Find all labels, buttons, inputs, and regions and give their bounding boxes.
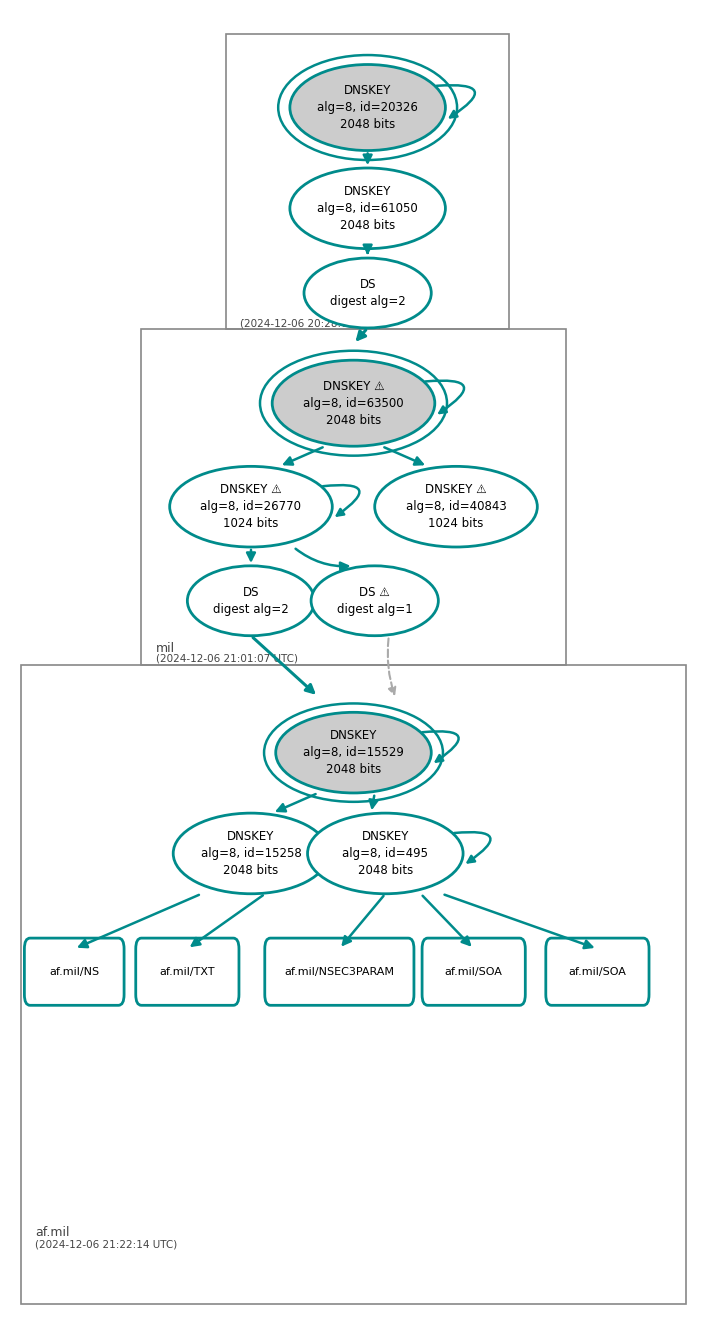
Text: DS
digest alg=2: DS digest alg=2 [329,278,406,308]
FancyBboxPatch shape [422,938,525,1005]
Text: DNSKEY
alg=8, id=15258
2048 bits: DNSKEY alg=8, id=15258 2048 bits [201,831,301,876]
Ellipse shape [375,466,537,547]
Text: mil: mil [156,642,175,655]
Text: af.mil/TXT: af.mil/TXT [160,966,215,977]
Text: DNSKEY
alg=8, id=495
2048 bits: DNSKEY alg=8, id=495 2048 bits [342,831,428,876]
Ellipse shape [187,566,315,636]
Text: .: . [240,310,245,323]
Text: af.mil: af.mil [35,1227,70,1239]
Ellipse shape [290,168,445,249]
Text: af.mil/SOA: af.mil/SOA [568,966,626,977]
Bar [21,665,686,1304]
Text: DNSKEY
alg=8, id=15529
2048 bits: DNSKEY alg=8, id=15529 2048 bits [303,730,404,775]
Ellipse shape [311,566,438,636]
Text: DNSKEY
alg=8, id=61050
2048 bits: DNSKEY alg=8, id=61050 2048 bits [317,185,418,231]
Bar [226,34,509,329]
Ellipse shape [272,360,435,446]
Text: DS ⚠️
digest alg=1: DS ⚠️ digest alg=1 [337,586,413,616]
Ellipse shape [276,712,431,793]
Text: (2024-12-06 21:22:14 UTC): (2024-12-06 21:22:14 UTC) [35,1239,177,1249]
FancyBboxPatch shape [24,938,124,1005]
Text: af.mil/NS: af.mil/NS [49,966,99,977]
Ellipse shape [304,258,431,328]
Text: DNSKEY ⚠️
alg=8, id=63500
2048 bits: DNSKEY ⚠️ alg=8, id=63500 2048 bits [303,380,404,426]
FancyBboxPatch shape [546,938,649,1005]
Text: DNSKEY
alg=8, id=20326
2048 bits: DNSKEY alg=8, id=20326 2048 bits [317,85,418,130]
Text: DS
digest alg=2: DS digest alg=2 [213,586,289,616]
Bar [141,329,566,665]
FancyBboxPatch shape [136,938,239,1005]
Ellipse shape [290,65,445,151]
Ellipse shape [173,813,329,894]
Ellipse shape [170,466,332,547]
Text: af.mil/NSEC3PARAM: af.mil/NSEC3PARAM [284,966,395,977]
Text: af.mil/SOA: af.mil/SOA [445,966,503,977]
Text: (2024-12-06 20:28:02 UTC): (2024-12-06 20:28:02 UTC) [240,319,382,328]
Ellipse shape [308,813,463,894]
Text: DNSKEY ⚠️
alg=8, id=26770
1024 bits: DNSKEY ⚠️ alg=8, id=26770 1024 bits [201,484,301,530]
FancyBboxPatch shape [264,938,414,1005]
Text: DNSKEY ⚠️
alg=8, id=40843
1024 bits: DNSKEY ⚠️ alg=8, id=40843 1024 bits [406,484,506,530]
Text: (2024-12-06 21:01:07 UTC): (2024-12-06 21:01:07 UTC) [156,653,298,663]
